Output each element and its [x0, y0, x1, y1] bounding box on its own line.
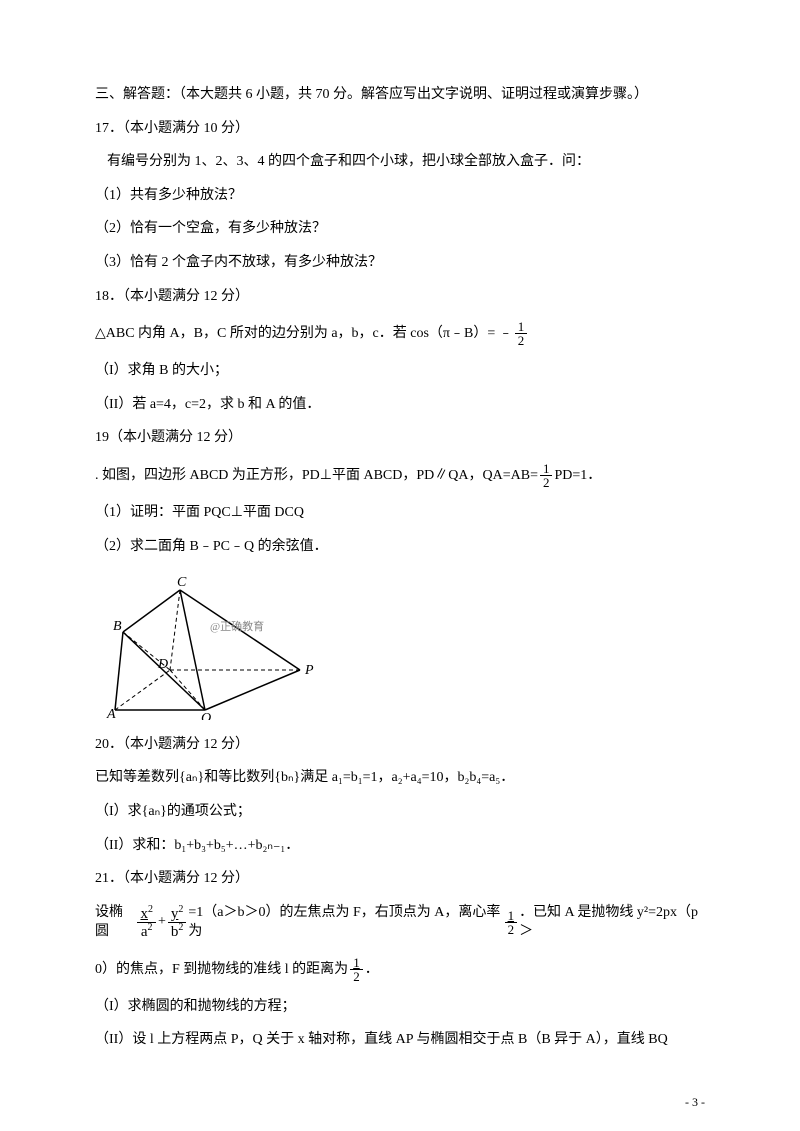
q21-fraction-half-2: 1 2 [350, 956, 363, 983]
q21-text-f: ． [365, 960, 379, 980]
section-header: 三、解答题：（本大题共 6 小题，共 70 分。解答应写出文字说明、证明过程或演… [95, 85, 705, 105]
label-q: Q [201, 711, 211, 720]
q21-part2: （II）设 l 上方程两点 P，Q 关于 x 轴对称，直线 AP 与椭圆相交于点… [95, 1030, 705, 1050]
label-p: P [304, 663, 314, 678]
q19-header: 19（本小题满分 12 分） [95, 428, 705, 448]
q18-header: 18．（本小题满分 12 分） [95, 287, 705, 307]
page-number: - 3 - [685, 1094, 705, 1111]
q18-fraction-half: 1 2 [515, 320, 528, 347]
q20-part1: （I）求{aₙ}的通项公式； [95, 802, 705, 822]
q21-statement-line1: 设椭圆 x2 a2 + y2 b2 =1（a＞b＞0）的左焦点为 F，右顶点为 … [95, 903, 705, 942]
q18-statement: △ABC 内角 A，B，C 所对的边分别为 a，b，c．若 cos（π﹣B）= … [95, 320, 705, 347]
q21-text-c: =1（a＞b＞0）的左焦点为 F，右顶点为 A，离心率为 [188, 903, 502, 942]
q18-part2: （II）若 a=4，c=2，求 b 和 A 的值． [95, 395, 705, 415]
label-b: B [113, 619, 122, 634]
q20-header: 20．（本小题满分 12 分） [95, 735, 705, 755]
q21-fraction-x2a2: x2 a2 [137, 905, 156, 940]
q19-part1: （1）证明：平面 PQC⊥平面 DCQ [95, 503, 705, 523]
q18-text-a: △ABC 内角 A，B，C 所对的边分别为 a，b，c．若 cos（π﹣B）= … [95, 324, 513, 344]
q18-part1: （I）求角 B 的大小； [95, 361, 705, 381]
label-c: C [177, 575, 187, 590]
q21-text-e: 0）的焦点，F 到抛物线的准线 l 的距离为 [95, 960, 348, 980]
q19-part2: （2）求二面角 B﹣PC﹣Q 的余弦值． [95, 537, 705, 557]
q19-text-b: PD=1． [554, 466, 601, 486]
q17-part3: （3）恰有 2 个盒子内不放球，有多少种放法？ [95, 253, 705, 273]
q21-text-a: 设椭圆 [95, 903, 135, 942]
q20-part2: （II）求和：b₁+b₃+b₅+…+b₂ₙ₋₁． [95, 836, 705, 856]
q21-part1: （I）求椭圆的和抛物线的方程； [95, 997, 705, 1017]
q21-header: 21．（本小题满分 12 分） [95, 869, 705, 889]
q21-text-d: ．已知 A 是抛物线 y²=2px（p＞ [519, 903, 705, 942]
q21-fraction-y2b2: y2 b2 [168, 905, 187, 940]
q19-fraction-half: 1 2 [540, 462, 553, 489]
watermark-text: @正确教育 [210, 619, 264, 633]
q17-header: 17．（本小题满分 10 分） [95, 119, 705, 139]
label-d: D [157, 657, 168, 672]
q21-statement-line2: 0）的焦点，F 到抛物线的准线 l 的距离为 1 2 ． [95, 956, 705, 983]
q17-part2: （2）恰有一个空盒，有多少种放法？ [95, 219, 705, 239]
label-a: A [106, 707, 116, 720]
q19-text-a: . 如图，四边形 ABCD 为正方形，PD⊥平面 ABCD，PD∥QA，QA=A… [95, 466, 538, 486]
q17-intro: 有编号分别为 1、2、3、4 的四个盒子和四个小球，把小球全部放入盒子．问： [95, 152, 705, 172]
q21-fraction-half-1: 1 2 [505, 909, 518, 936]
q19-diagram: A B C D P Q @正确教育 [95, 570, 705, 727]
q17-part1: （1）共有多少种放法？ [95, 186, 705, 206]
q19-statement: . 如图，四边形 ABCD 为正方形，PD⊥平面 ABCD，PD∥QA，QA=A… [95, 462, 705, 489]
q21-text-b: + [158, 912, 166, 932]
q20-intro: 已知等差数列{aₙ}和等比数列{bₙ}满足 a₁=b₁=1，a₂+a₄=10，b… [95, 768, 705, 788]
